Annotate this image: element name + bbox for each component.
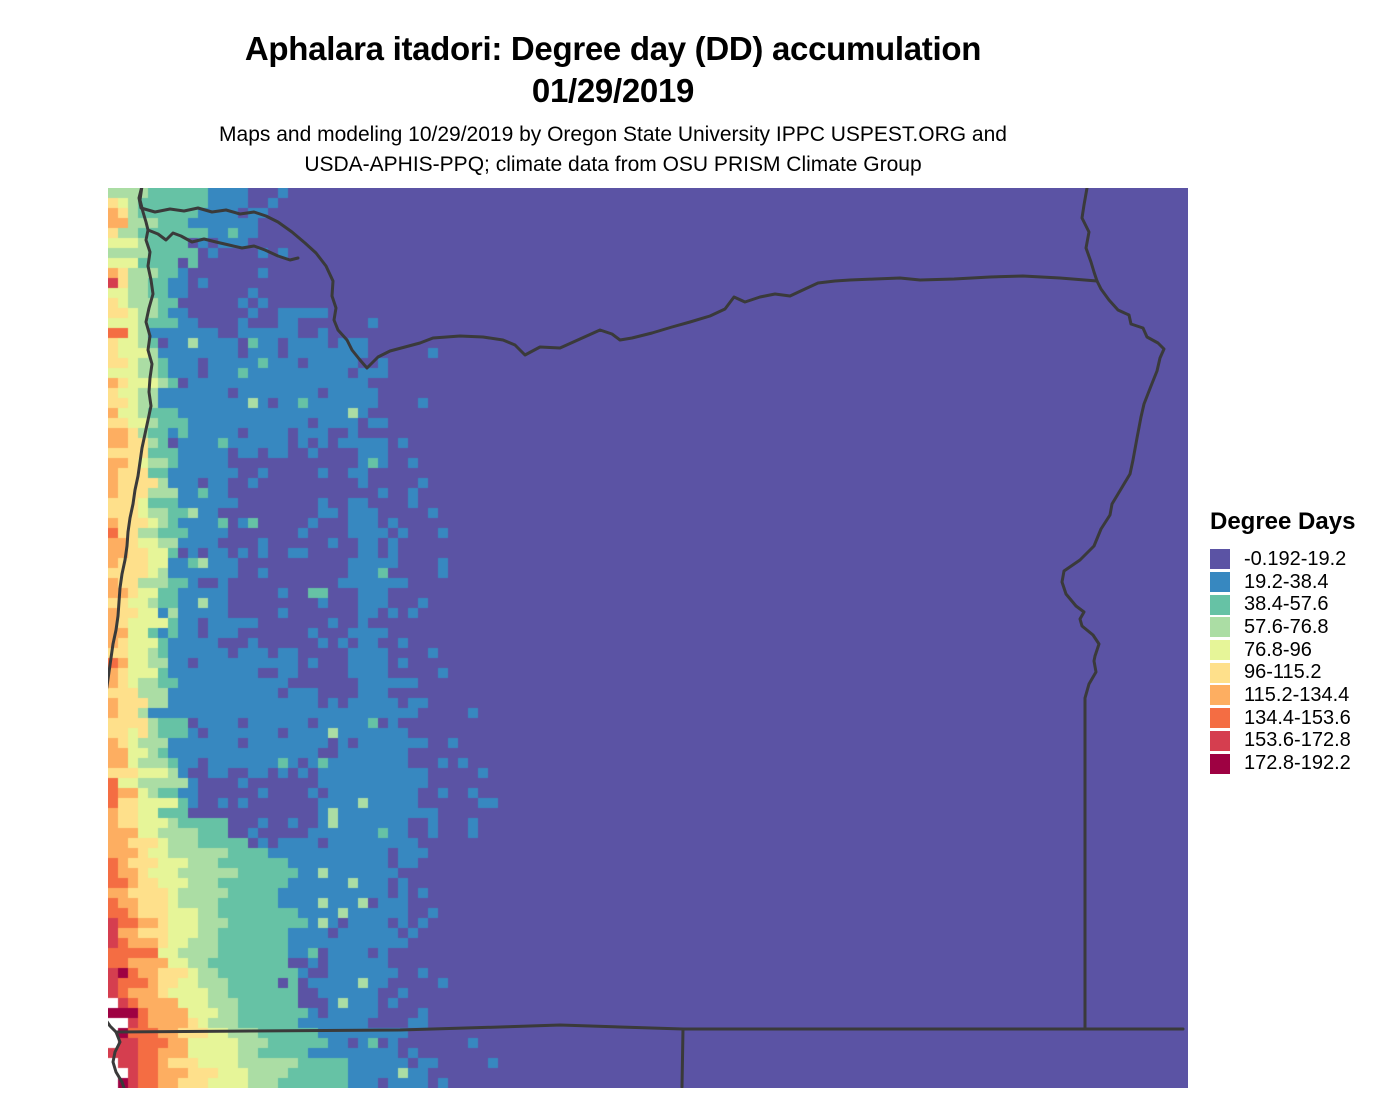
- title-line-1: Aphalara itadori: Degree day (DD) accumu…: [244, 30, 982, 67]
- legend-swatch: [1210, 640, 1230, 661]
- border-estuary-hook: [146, 228, 300, 262]
- legend-item: 115.2-134.4: [1210, 684, 1390, 707]
- legend-swatch: [1210, 730, 1230, 751]
- title-line-2: 01/29/2019: [531, 72, 695, 109]
- legend-label: 38.4-57.6: [1244, 593, 1329, 616]
- legend-swatch: [1210, 708, 1230, 729]
- legend-swatch: [1210, 594, 1230, 615]
- page-title: Aphalara itadori: Degree day (DD) accumu…: [108, 28, 1118, 112]
- legend-label: 172.8-192.2: [1244, 752, 1351, 775]
- legend-swatch: [1210, 617, 1230, 638]
- legend-label: 96-115.2: [1244, 661, 1322, 684]
- oregon-degree-day-map: [108, 188, 1188, 1088]
- legend-items: -0.192-19.2 19.2-38.4 38.4-57.6 57.6-76.8 76…: [1210, 548, 1390, 775]
- state-borders: [108, 188, 1185, 1088]
- border-ca-nv: [680, 1027, 685, 1088]
- legend-label: 134.4-153.6: [1244, 706, 1351, 729]
- legend: Degree Days -0.192-19.2 19.2-38.4 38.4-57.…: [1210, 508, 1390, 775]
- degree-day-raster: [108, 188, 1188, 1088]
- legend-item: 96-115.2: [1210, 661, 1390, 684]
- legend-title: Degree Days: [1210, 508, 1356, 535]
- border-snake: [1060, 279, 1166, 1031]
- subtitle-line-1: Maps and modeling 10/29/2019 by Oregon S…: [219, 123, 1007, 146]
- border-south: [114, 1023, 1185, 1034]
- legend-item: 153.6-172.8: [1210, 729, 1390, 753]
- legend-label: 76.8-96: [1244, 638, 1312, 661]
- legend-item: -0.192-19.2: [1210, 548, 1390, 571]
- legend-item: 38.4-57.6: [1210, 593, 1390, 616]
- subtitle-line-2: USDA-APHIS-PPQ; climate data from OSU PR…: [304, 153, 922, 176]
- legend-label: 115.2-134.4: [1244, 683, 1350, 706]
- border-coastline: [108, 188, 155, 1088]
- legend-swatch: [1210, 685, 1230, 706]
- legend-label: 19.2-38.4: [1244, 570, 1329, 593]
- legend-label: -0.192-19.2: [1244, 547, 1347, 570]
- legend-label: 153.6-172.8: [1244, 729, 1351, 752]
- border-wa-id: [1080, 188, 1099, 283]
- legend-item: 19.2-38.4: [1210, 571, 1390, 594]
- legend-item: 134.4-153.6: [1210, 707, 1390, 730]
- border-columbia: [137, 188, 1099, 370]
- legend-item: 76.8-96: [1210, 639, 1390, 662]
- legend-swatch: [1210, 572, 1230, 593]
- legend-label: 57.6-76.8: [1244, 615, 1329, 638]
- legend-swatch: [1210, 753, 1230, 774]
- legend-item: 172.8-192.2: [1210, 752, 1390, 775]
- legend-swatch: [1210, 549, 1230, 570]
- figure-subtitle: Maps and modeling 10/29/2019 by Oregon S…: [108, 120, 1118, 180]
- legend-item: 57.6-76.8: [1210, 616, 1390, 639]
- legend-swatch: [1210, 662, 1230, 683]
